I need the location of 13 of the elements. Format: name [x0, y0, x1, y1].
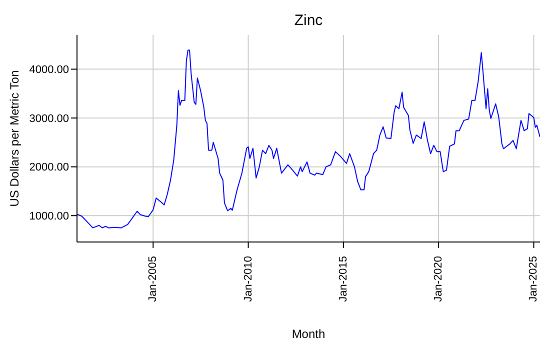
y-axis-title: US Dollars per Metric Ton — [7, 70, 22, 207]
y-tick-label: 4000.00 — [29, 64, 69, 76]
chart-title: Zinc — [293, 12, 324, 29]
y-tick-label: 3000.00 — [29, 112, 69, 125]
x-tick-label: Jan-2020 — [432, 256, 445, 302]
line-series — [77, 50, 540, 228]
x-axis-title: Month — [292, 327, 326, 341]
x-tick-label: Jan-2025 — [528, 256, 540, 302]
x-tick-label: Jan-2005 — [147, 256, 160, 302]
y-tick-label: 1000.00 — [29, 210, 69, 223]
x-tick-label: Jan-2010 — [242, 256, 254, 302]
y-tick-label: 2000.00 — [29, 162, 69, 174]
x-tick-label: Jan-2015 — [337, 256, 350, 302]
